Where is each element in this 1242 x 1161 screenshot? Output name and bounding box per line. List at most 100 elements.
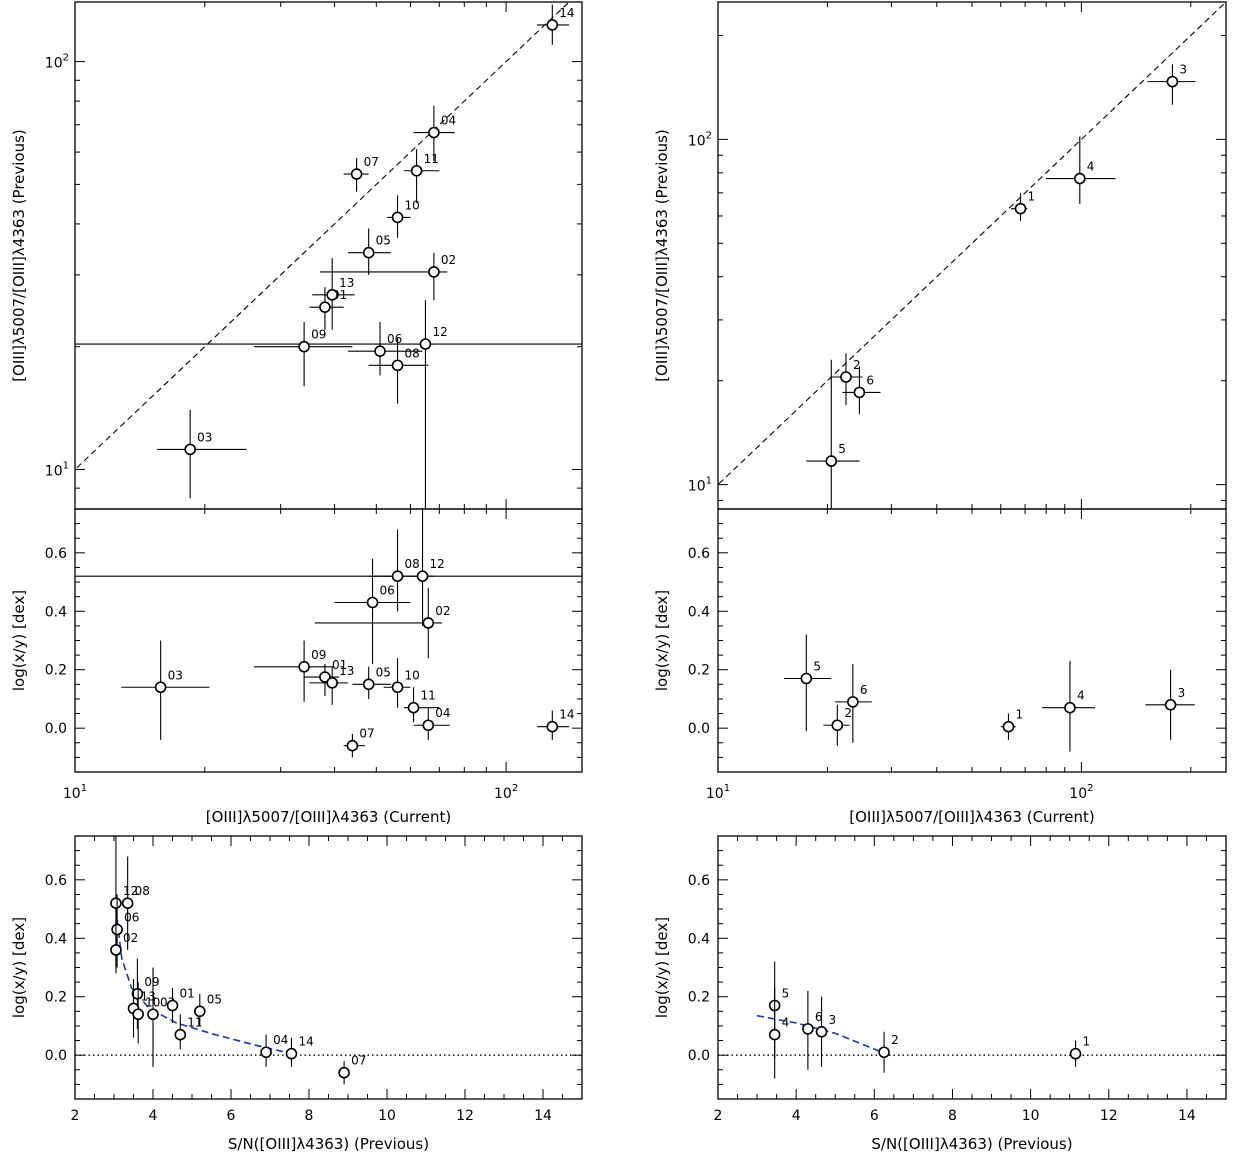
y-tick-label: 0.2	[45, 990, 67, 1006]
point-label: 11	[187, 1016, 202, 1030]
data-point: 2	[831, 353, 863, 406]
data-point: 14	[285, 1035, 314, 1067]
plot-area: 5 4 6 3 2 1	[718, 961, 1226, 1079]
point-marker	[362, 246, 375, 259]
data-point: 02	[314, 587, 451, 659]
point-marker	[410, 164, 423, 177]
data-point: 1	[1000, 708, 1023, 740]
y-tick-label: 0.6	[45, 873, 67, 889]
point-marker	[1166, 75, 1179, 88]
point-label: 09	[311, 328, 326, 342]
x-tick-label: 8	[305, 1108, 314, 1124]
point-label: 08	[405, 557, 420, 571]
point-marker	[366, 596, 379, 609]
point-label: 1	[1028, 190, 1036, 204]
point-marker	[319, 671, 331, 683]
y-tick-label: 0.0	[688, 721, 710, 737]
y-tick-label: 0.4	[688, 604, 710, 620]
point-marker	[298, 340, 310, 353]
data-point: 6	[835, 663, 872, 743]
point-marker	[407, 701, 420, 714]
y-tick-label: 0.0	[45, 721, 67, 737]
point-label: 12	[123, 884, 138, 898]
point-label: 2	[853, 358, 861, 372]
point-label: 05	[376, 665, 391, 679]
x-tick-label: 14	[1178, 1108, 1196, 1124]
y-tick-label: 0.4	[688, 931, 710, 947]
point-label: 06	[380, 584, 395, 598]
plot-area: 5 26 1 4 3	[784, 634, 1195, 752]
panel-tr: 5 26 1 4 3 101 102 [OIII]λ5007/[OIII]λ4363 (Pre…	[653, 1, 1227, 510]
data-point: 01	[166, 986, 195, 1024]
x-tick-label: 12	[1100, 1108, 1118, 1124]
x-tick-label: 14	[534, 1108, 552, 1124]
y-tick-label: 0.2	[688, 663, 710, 679]
point-label: 03	[168, 668, 183, 682]
point-label: 01	[332, 658, 347, 672]
x-tick-label: 8	[948, 1108, 957, 1124]
data-point: 08	[368, 529, 423, 612]
x-tick-label: 2	[714, 1108, 723, 1124]
panel-mr: 5 26 1 4 3 101 102 0.0 0.2 0.4 0.6 [OIII]λ5007/[OII…	[653, 508, 1227, 826]
point-marker	[132, 1008, 144, 1021]
y-tick-label: 101	[45, 460, 69, 479]
point-label: 02	[123, 931, 138, 945]
data-point: 04	[260, 1033, 288, 1067]
point-label: 12	[432, 325, 447, 339]
point-label: 10	[405, 668, 420, 682]
data-point: 10	[387, 195, 420, 238]
data-point: 13	[312, 257, 355, 330]
y-tick-label: 0.0	[45, 1048, 67, 1064]
data-point: 09	[253, 640, 335, 702]
point-marker	[800, 672, 813, 685]
point-marker	[825, 455, 838, 467]
point-marker	[391, 570, 404, 583]
data-point: 11	[174, 1014, 203, 1050]
y-tick-label: 0.6	[688, 873, 710, 889]
point-marker	[374, 345, 386, 357]
point-label: 6	[860, 683, 868, 697]
data-point: 04	[413, 105, 456, 162]
point-marker	[326, 677, 338, 689]
y-axis-label: log(x/y) [dex]	[10, 917, 28, 1018]
one-to-one-line	[718, 2, 1226, 486]
y-tick-label: 0.6	[45, 546, 67, 562]
data-point: 2	[823, 704, 852, 746]
data-point: 4	[1046, 136, 1116, 204]
point-marker	[1014, 202, 1027, 215]
point-label: 09	[144, 975, 159, 989]
point-marker	[111, 923, 123, 936]
point-marker	[428, 126, 440, 139]
point-label: 5	[782, 986, 790, 1000]
point-marker	[110, 944, 122, 956]
point-marker	[847, 696, 859, 708]
point-label: 09	[311, 648, 326, 662]
plot-area: 5 26 1 4 3	[718, 2, 1226, 509]
point-label: 12	[430, 557, 445, 571]
point-marker	[362, 678, 375, 691]
y-tick-label: 0.2	[688, 990, 710, 1006]
x-tick-label: 2	[71, 1108, 80, 1124]
axes-frame	[74, 835, 583, 1100]
point-marker	[166, 999, 179, 1012]
y-tick-label: 0.4	[45, 931, 67, 947]
fit-line	[756, 1014, 883, 1053]
point-marker	[416, 570, 429, 583]
data-point: 12	[110, 836, 138, 968]
x-tick-label: 6	[227, 1108, 236, 1124]
point-label: 2	[891, 1033, 899, 1047]
point-label: 2	[844, 706, 852, 720]
point-label: 08	[405, 346, 420, 360]
data-point: 5	[784, 634, 832, 732]
point-marker	[853, 386, 866, 399]
data-point: 07	[343, 727, 375, 758]
x-axis-label: [OIII]λ5007/[OIII]λ4363 (Current)	[206, 808, 452, 826]
point-label: 6	[815, 1010, 823, 1024]
point-marker	[419, 338, 432, 350]
y-tick-label: 101	[688, 476, 712, 495]
axes-frame	[74, 1, 583, 510]
data-point: 4	[1042, 660, 1095, 752]
point-marker	[1069, 1047, 1082, 1060]
x-axis-label: [OIII]λ5007/[OIII]λ4363 (Current)	[849, 808, 1095, 826]
